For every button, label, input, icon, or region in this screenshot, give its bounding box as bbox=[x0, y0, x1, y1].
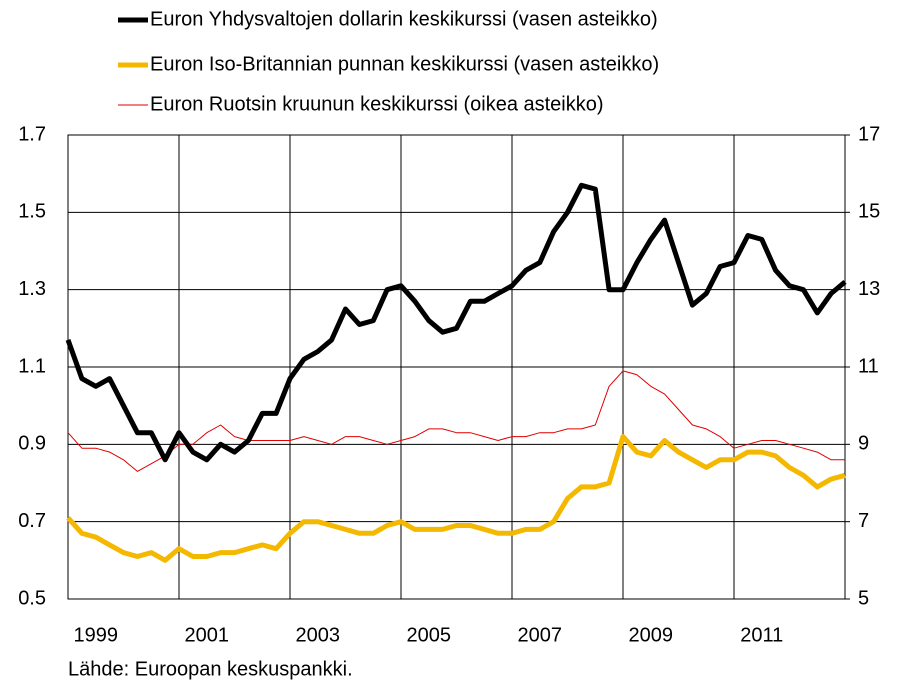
y-tick-label: 1.5 bbox=[18, 201, 46, 223]
legend-label: Euron Iso-Britannian punnan keskikurssi … bbox=[150, 53, 659, 75]
y2-tick-label: 15 bbox=[858, 201, 880, 223]
y2-tick-label: 7 bbox=[858, 510, 869, 532]
plot-frame bbox=[67, 134, 846, 600]
x-tick-label: 2003 bbox=[296, 624, 341, 646]
y-tick-label: 0.5 bbox=[18, 587, 46, 609]
source-note: Lähde: Euroopan keskuspankki. bbox=[68, 658, 353, 680]
series-line bbox=[66, 434, 846, 563]
y2-tick-label: 11 bbox=[858, 355, 879, 377]
y2-tick-label: 13 bbox=[858, 278, 880, 300]
y-tick-label: 1.1 bbox=[18, 355, 46, 377]
legend-label: Euron Yhdysvaltojen dollarin keskikurssi… bbox=[150, 8, 658, 30]
y2-tick-label: 9 bbox=[858, 433, 869, 455]
y-tick-label: 1.7 bbox=[18, 123, 46, 145]
x-tick-label: 2011 bbox=[740, 624, 783, 646]
series-line bbox=[67, 370, 845, 472]
y2-tick-label: 17 bbox=[858, 123, 880, 145]
y2-tick-label: 5 bbox=[858, 587, 869, 609]
x-tick-label: 2009 bbox=[629, 624, 674, 646]
y-tick-label: 1.3 bbox=[18, 278, 46, 300]
x-tick-label: 2007 bbox=[518, 624, 563, 646]
x-tick-label: 1999 bbox=[74, 624, 119, 646]
series-line bbox=[65, 182, 847, 463]
y-tick-label: 0.7 bbox=[18, 510, 46, 532]
legend-label: Euron Ruotsin kruunun keskikurssi (oikea… bbox=[150, 93, 604, 115]
x-tick-label: 2001 bbox=[185, 624, 230, 646]
y-tick-label: 0.9 bbox=[18, 433, 46, 455]
x-tick-label: 2005 bbox=[407, 624, 452, 646]
